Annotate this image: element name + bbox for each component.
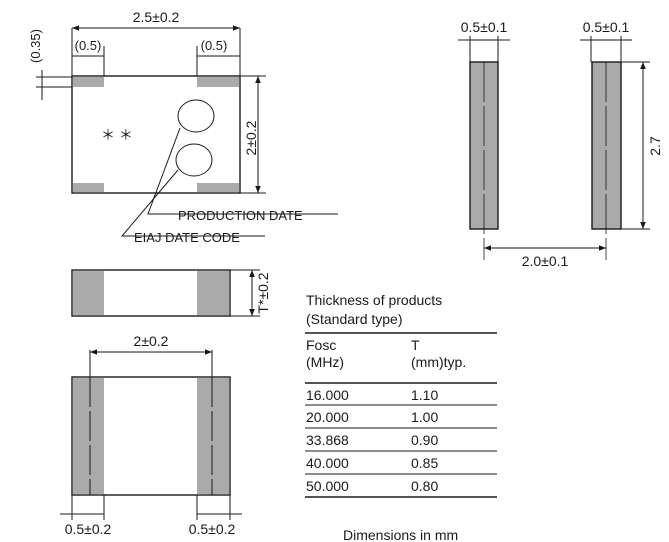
production-date-label: PRODUCTION DATE xyxy=(178,208,303,223)
table-row: 20.000 1.00 xyxy=(305,409,497,429)
table-cell-fosc: 40.000 xyxy=(306,455,349,471)
side-view: T*±0.2 xyxy=(71,269,271,317)
eiaj-date-code-label: EIAJ DATE CODE xyxy=(134,230,240,245)
land-pad-left-dim-label: 0.5±0.1 xyxy=(461,19,508,35)
side-terminal xyxy=(73,271,104,315)
top-view: 2.5±0.2 (0.5) (0.5) (0.35) ＊ ＊ PRODUCTIO… xyxy=(28,9,338,245)
table-cell-fosc: 16.000 xyxy=(306,387,349,403)
package-top-body xyxy=(71,75,241,194)
table-row: 16.000 1.10 xyxy=(305,387,497,406)
bottom-terminal xyxy=(73,378,104,494)
bottom-view: 2±0.2 0.5±0.2 0.5±0.2 xyxy=(60,333,242,537)
inner-dim-label: 2±0.2 xyxy=(134,333,169,349)
bottom-pad-right-dim-label: 0.5±0.2 xyxy=(189,521,236,537)
table-cell-fosc: 33.868 xyxy=(306,432,349,448)
table-header-t: T xyxy=(411,337,420,353)
table-cell-fosc: 50.000 xyxy=(306,478,349,494)
land-height-dim-label: 2.7 xyxy=(647,136,663,156)
land-pattern: 0.5±0.1 0.5±0.1 2.7 2.0±0.1 xyxy=(458,19,663,269)
pad-dim-right-label: (0.5) xyxy=(201,38,228,53)
side-terminal xyxy=(197,271,229,315)
corner-pad xyxy=(73,183,104,192)
table-cell-t: 0.90 xyxy=(411,432,438,448)
date-code-leader xyxy=(120,169,265,237)
table-header-t-unit: (mm)typ. xyxy=(411,354,466,370)
corner-pad xyxy=(73,77,104,87)
table-header-fosc-unit: (MHz) xyxy=(306,354,344,370)
date-code-circle xyxy=(175,143,213,177)
corner-pad xyxy=(197,183,239,192)
table-row: 50.000 0.80 xyxy=(305,478,497,498)
thickness-table: Thickness of products (Standard type) Fo… xyxy=(305,292,497,498)
table-cell-t: 0.85 xyxy=(411,455,438,471)
thickness-dim-label: T*±0.2 xyxy=(255,272,271,313)
production-date-leader xyxy=(147,127,338,215)
land-pad-right xyxy=(591,61,622,230)
table-row: 33.868 0.90 xyxy=(305,432,497,452)
table-header-fosc: Fosc xyxy=(306,337,336,353)
table-cell-t: 1.00 xyxy=(411,409,438,425)
units-note: Dimensions in mm xyxy=(343,527,458,542)
table-cell-t: 0.80 xyxy=(411,478,438,494)
table-row: 40.000 0.85 xyxy=(305,455,497,475)
table-cell-t: 1.10 xyxy=(411,387,438,403)
corner-pad xyxy=(197,77,239,87)
width-dim-label: 2±0.2 xyxy=(243,120,259,155)
pad-height-dim-label: (0.35) xyxy=(28,29,43,63)
marking-asterisks: ＊ ＊ xyxy=(101,127,133,143)
land-pad-right-dim-label: 0.5±0.1 xyxy=(583,19,630,35)
table-cell-fosc: 20.000 xyxy=(306,409,349,425)
bottom-pad-left-dim-label: 0.5±0.2 xyxy=(65,521,112,537)
bottom-terminal xyxy=(197,378,229,494)
table-title-line1: Thickness of products xyxy=(306,292,442,308)
table-title-line2: (Standard type) xyxy=(306,311,403,327)
land-pitch-dim-label: 2.0±0.1 xyxy=(522,253,569,269)
pad-dim-left-label: (0.5) xyxy=(75,38,102,53)
production-date-circle xyxy=(177,99,215,133)
length-dim-label: 2.5±0.2 xyxy=(133,9,180,25)
